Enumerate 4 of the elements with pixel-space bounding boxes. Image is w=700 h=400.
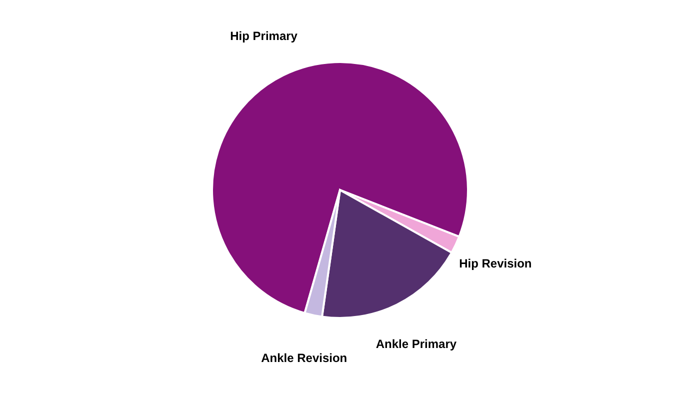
slice-label: Ankle Primary (376, 337, 457, 352)
slice-label: Hip Primary (230, 28, 298, 43)
slice-label: Ankle Revision (261, 351, 348, 366)
slice-label: Hip Revision (459, 256, 532, 271)
